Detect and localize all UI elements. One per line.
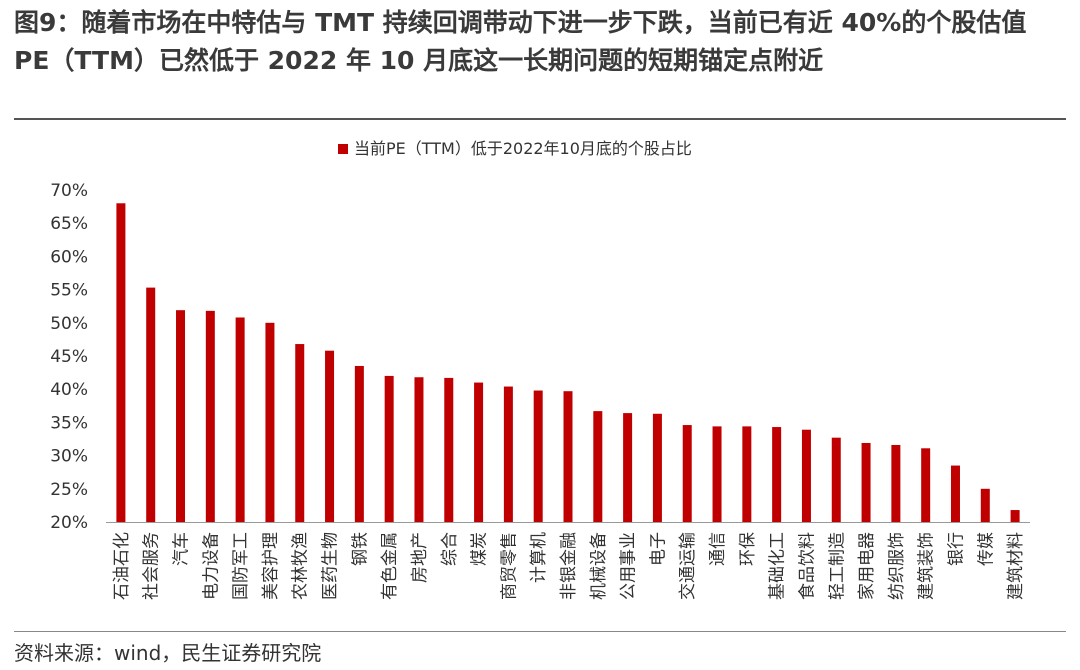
x-tick-label: 农林牧渔 bbox=[291, 532, 311, 600]
bar bbox=[921, 448, 931, 522]
y-tick-label: 25% bbox=[50, 480, 88, 500]
y-tick-label: 70% bbox=[50, 181, 88, 201]
source-note: 资料来源：wind，民生证券研究院 bbox=[14, 641, 322, 665]
bar bbox=[772, 427, 782, 522]
bar bbox=[444, 377, 454, 522]
x-tick-label: 钢铁 bbox=[350, 532, 370, 566]
x-tick-label: 环保 bbox=[738, 532, 758, 566]
y-tick-label: 35% bbox=[50, 413, 88, 433]
x-tick-label: 银行 bbox=[946, 532, 966, 566]
x-tick-label: 房地产 bbox=[410, 532, 430, 583]
source-divider bbox=[14, 631, 1066, 632]
x-tick-label: 通信 bbox=[708, 532, 728, 566]
x-tick-label: 综合 bbox=[440, 532, 460, 566]
bar bbox=[384, 375, 394, 522]
y-tick-label: 55% bbox=[50, 281, 88, 301]
x-axis: 石油石化 社会服务 汽车 电力设备 国防军工 美容护理 农林牧渔 医药生物 钢铁 有色金属 房地产综… bbox=[106, 522, 1030, 600]
x-tick-label: 基础化工 bbox=[768, 532, 788, 600]
bar bbox=[861, 442, 871, 522]
x-tick-label: 交通运输 bbox=[678, 532, 698, 600]
y-tick-label: 30% bbox=[50, 447, 88, 467]
bar bbox=[265, 322, 275, 522]
x-tick-label: 轻工制造 bbox=[827, 532, 847, 600]
x-tick-label: 汽车 bbox=[172, 532, 192, 566]
legend-label: 当前PE（TTM）低于2022年10月底的个股占比 bbox=[354, 139, 692, 158]
bar bbox=[593, 411, 603, 522]
x-tick-label: 医药生物 bbox=[321, 532, 341, 600]
x-tick-label: 煤炭 bbox=[470, 532, 490, 566]
bar bbox=[742, 426, 752, 522]
x-tick-label: 电力设备 bbox=[201, 532, 221, 600]
x-tick-label: 非银金融 bbox=[559, 532, 579, 600]
x-tick-label: 计算机 bbox=[529, 532, 549, 583]
legend-swatch bbox=[338, 144, 348, 154]
bars bbox=[116, 203, 1020, 522]
bar bbox=[474, 382, 484, 522]
x-tick-label: 商贸零售 bbox=[499, 532, 519, 600]
x-tick-label: 纺织服饰 bbox=[887, 532, 907, 600]
bar bbox=[563, 391, 573, 522]
y-tick-label: 50% bbox=[50, 314, 88, 334]
y-axis: 70% 65% 60% 55% 50% 45% 40% 35% 30% 25% 20% bbox=[50, 181, 88, 533]
x-tick-label: 社会服务 bbox=[142, 532, 162, 600]
bar bbox=[325, 350, 335, 522]
bar bbox=[652, 413, 662, 522]
y-tick-label: 20% bbox=[50, 513, 88, 533]
bar bbox=[712, 426, 722, 522]
bar bbox=[116, 203, 126, 522]
y-tick-label: 60% bbox=[50, 247, 88, 267]
x-tick-label: 建筑材料 bbox=[1006, 532, 1026, 600]
bar bbox=[831, 437, 841, 522]
x-tick-label: 传媒 bbox=[976, 532, 996, 566]
x-tick-label: 有色金属 bbox=[380, 532, 400, 600]
x-tick-label: 电子 bbox=[648, 532, 668, 566]
legend: 当前PE（TTM）低于2022年10月底的个股占比 bbox=[338, 139, 692, 158]
bar bbox=[354, 365, 364, 522]
x-tick-label: 美容护理 bbox=[261, 532, 281, 600]
x-tick-label: 食品饮料 bbox=[797, 532, 817, 600]
bar bbox=[623, 413, 633, 522]
x-tick-label: 石油石化 bbox=[112, 532, 132, 600]
figure-title: 图9：随着市场在中特估与 TMT 持续回调带动下进一步下跌，当前已有近 40%的… bbox=[14, 8, 1027, 75]
x-tick-label: 机械设备 bbox=[589, 532, 609, 600]
bar bbox=[891, 444, 901, 522]
bar bbox=[295, 344, 305, 522]
bar bbox=[980, 488, 990, 522]
x-tick-label: 公用事业 bbox=[619, 532, 639, 600]
bar bbox=[801, 429, 811, 522]
bar bbox=[205, 310, 215, 522]
bar bbox=[533, 390, 543, 522]
bar bbox=[146, 287, 156, 522]
x-tick-label: 国防军工 bbox=[231, 532, 251, 600]
bar bbox=[235, 317, 245, 522]
bar bbox=[503, 386, 513, 522]
y-tick-label: 45% bbox=[50, 347, 88, 367]
y-tick-label: 65% bbox=[50, 214, 88, 234]
bar bbox=[414, 377, 424, 522]
bar bbox=[1010, 510, 1020, 522]
bar-chart: 当前PE（TTM）低于2022年10月底的个股占比 70% 65% 60% 55% 50… bbox=[50, 139, 1030, 600]
x-tick-label: 家用电器 bbox=[857, 532, 877, 600]
x-tick-label: 建筑装饰 bbox=[917, 532, 937, 600]
bar bbox=[682, 425, 692, 522]
bar bbox=[176, 310, 186, 522]
title-divider bbox=[14, 118, 1066, 120]
bar bbox=[950, 465, 960, 522]
y-tick-label: 40% bbox=[50, 380, 88, 400]
